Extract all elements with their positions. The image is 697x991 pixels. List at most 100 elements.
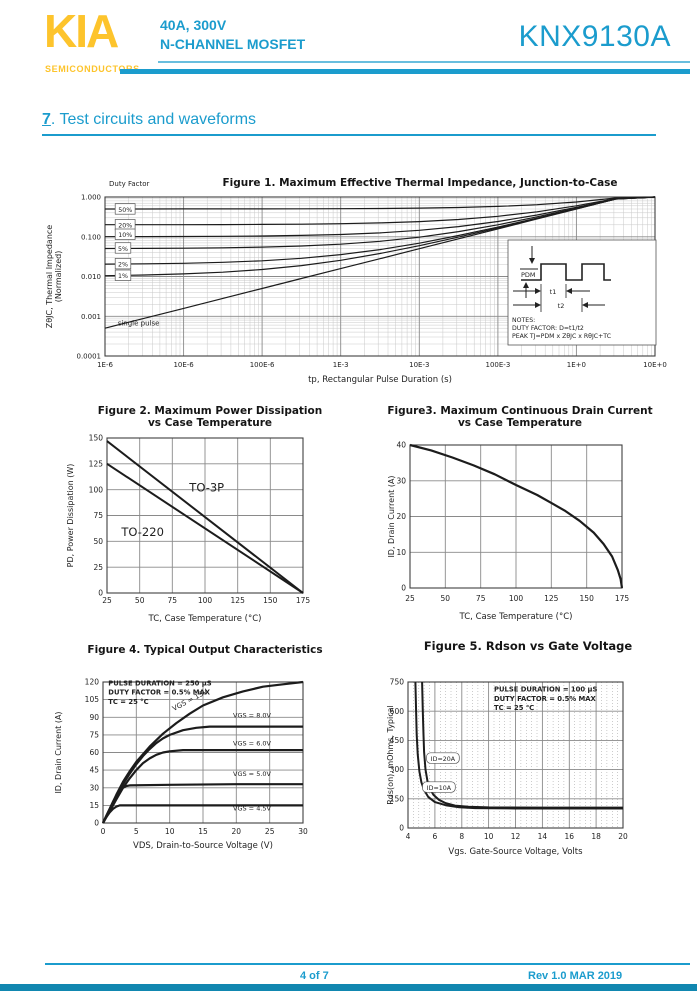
svg-text:Figure 1. Maximum Effective Th: Figure 1. Maximum Effective Thermal Impe… [222,177,617,189]
svg-text:30: 30 [89,783,99,792]
svg-text:ZθJC, Thermal Impedance: ZθJC, Thermal Impedance [45,225,54,328]
svg-text:175: 175 [615,594,630,603]
svg-text:125: 125 [231,596,246,605]
svg-text:10: 10 [484,832,494,841]
svg-text:90: 90 [89,713,99,722]
svg-text:20: 20 [396,512,406,521]
svg-text:25: 25 [93,563,103,572]
svg-text:Figure3. Maximum Continuous D: Figure3. Maximum Continuous Drain Curren… [387,405,652,417]
svg-text:DUTY FACTOR = 0.5% MAX: DUTY FACTOR = 0.5% MAX [108,689,211,697]
svg-text:2%: 2% [118,262,128,269]
svg-text:ID, Drain Current (A): ID, Drain Current (A) [54,711,63,793]
svg-text:125: 125 [89,459,104,468]
svg-text:Figure 2. Maximum Power Dissi: Figure 2. Maximum Power Dissipation [98,405,322,417]
svg-text:18: 18 [591,832,601,841]
svg-text:175: 175 [296,596,311,605]
svg-text:Rds(on), mOhms, Typical: Rds(on), mOhms, Typical [386,705,395,805]
svg-text:12: 12 [511,832,521,841]
svg-text:ID=20A: ID=20A [431,756,456,763]
svg-text:DUTY FACTOR: D=t1/t2: DUTY FACTOR: D=t1/t2 [512,325,584,332]
svg-text:6: 6 [433,832,438,841]
svg-text:0: 0 [98,589,103,598]
svg-text:10: 10 [396,548,406,557]
svg-text:single pulse: single pulse [118,320,160,328]
svg-text:20%: 20% [118,223,132,230]
svg-text:0: 0 [94,819,99,828]
svg-text:vs Case Temperature: vs Case Temperature [458,417,582,429]
svg-text:1E-3: 1E-3 [333,361,349,369]
svg-text:450: 450 [390,736,405,745]
svg-text:(Normalized): (Normalized) [54,251,63,303]
svg-text:75: 75 [89,731,99,740]
svg-text:10E-3: 10E-3 [409,361,429,369]
svg-text:20: 20 [232,827,242,836]
svg-text:t1: t1 [550,288,557,296]
svg-text:ID=10A: ID=10A [427,785,452,792]
svg-text:30: 30 [298,827,308,836]
svg-text:25: 25 [265,827,275,836]
svg-text:8: 8 [459,832,464,841]
svg-text:PEAK TJ=PDM x ZθJC x RθJC+TC: PEAK TJ=PDM x ZθJC x RθJC+TC [512,333,611,340]
svg-text:30: 30 [396,476,406,485]
revision-label: Rev 1.0 MAR 2019 [528,970,623,982]
svg-text:Figure 5. Rdson vs Gate Volta: Figure 5. Rdson vs Gate Voltage [424,640,633,653]
svg-text:TC, Case Temperature (°C): TC, Case Temperature (°C) [148,614,262,624]
svg-text:1%: 1% [118,273,128,280]
svg-text:ID, Drain Current (A): ID, Drain Current (A) [387,475,396,557]
svg-text:0: 0 [101,827,106,836]
svg-text:16: 16 [565,832,575,841]
svg-text:VDS, Drain-to-Source Voltage (: VDS, Drain-to-Source Voltage (V) [133,841,273,851]
svg-text:4: 4 [406,832,411,841]
svg-text:0.100: 0.100 [81,233,101,241]
svg-text:1E+0: 1E+0 [567,361,586,369]
svg-text:10: 10 [165,827,175,836]
svg-text:TC = 25 °C: TC = 25 °C [108,698,148,706]
svg-text:150: 150 [263,596,278,605]
svg-text:TO-220: TO-220 [120,525,163,539]
figure2-power-dissipation-chart: 25 50 75 100 125 150 1750255075100125150TO-3PT… [66,405,322,624]
svg-text:100: 100 [198,596,213,605]
svg-text:300: 300 [390,765,405,774]
svg-text:750: 750 [390,678,405,687]
svg-text:PD, Power Dissipation (W): PD, Power Dissipation (W) [66,464,75,568]
svg-text:100: 100 [509,594,524,603]
svg-text:0.001: 0.001 [81,313,101,321]
svg-text:50: 50 [135,596,145,605]
svg-text:150: 150 [89,434,104,443]
svg-text:VGS = 6.0V: VGS = 6.0V [233,739,272,747]
section-number: 7 [42,111,51,128]
svg-text:20: 20 [618,832,628,841]
svg-text:VGS = 5.0V: VGS = 5.0V [233,770,272,778]
svg-text:15: 15 [89,801,99,810]
section-title: 7. Test circuits and waveforms [42,111,656,136]
header-rule-thin [158,61,690,63]
svg-text:TO-3P: TO-3P [188,481,224,495]
svg-text:PDM: PDM [521,271,536,279]
svg-text:vs Case Temperature: vs Case Temperature [148,417,272,429]
figure5-rdson-chart: 4 6 8 10 12 14 16 18 20 0 150 300 450 600 750 ID=20A ID=… [386,640,633,857]
svg-text:75: 75 [168,596,178,605]
rating-line-1: 40A, 300V [160,17,227,33]
device-rating: 40A, 300V N-CHANNEL MOSFET [160,16,305,54]
svg-text:75: 75 [476,594,486,603]
svg-text:100: 100 [89,485,104,494]
svg-text:TC, Case Temperature (°C): TC, Case Temperature (°C) [459,612,573,622]
svg-text:75: 75 [93,511,103,520]
svg-text:150: 150 [580,594,595,603]
svg-text:10%: 10% [118,232,132,239]
part-number: KNX9130A [518,20,671,53]
svg-text:0.010: 0.010 [81,273,101,281]
footer-rule [45,963,690,965]
svg-text:Duty Factor: Duty Factor [109,180,149,188]
svg-text:NOTES:: NOTES: [512,317,535,324]
svg-text:40: 40 [396,441,406,450]
footer-bar [0,984,697,991]
svg-text:125: 125 [544,594,559,603]
svg-text:100E-6: 100E-6 [250,361,275,369]
svg-text:1E-6: 1E-6 [97,361,113,369]
svg-text:tp, Rectangular Pulse Duration: tp, Rectangular Pulse Duration (s) [308,375,452,385]
svg-text:0.0001: 0.0001 [77,353,102,361]
svg-text:VGS = 4.5V: VGS = 4.5V [233,805,272,813]
svg-text:60: 60 [89,748,99,757]
